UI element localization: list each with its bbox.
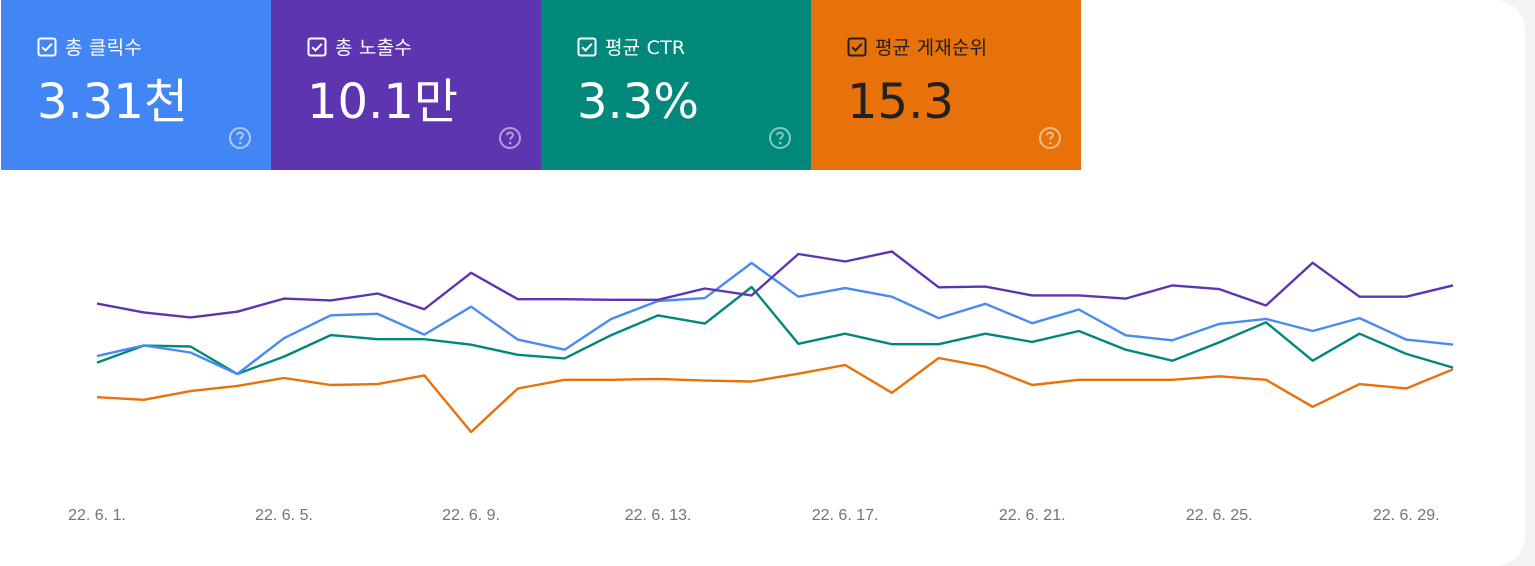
x-axis-tick-label: 22. 6. 29.: [1372, 507, 1440, 524]
x-axis-tick-label: 22. 6. 1.: [68, 507, 126, 524]
checkbox-checked-icon[interactable]: [307, 37, 327, 57]
metric-value: 15.3: [847, 74, 954, 130]
x-axis-tick-label: 22. 6. 17.: [811, 507, 879, 524]
metric-label: 총 클릭수: [65, 37, 142, 59]
metric-value: 10.1만: [307, 74, 459, 130]
metric-tiles: 총 클릭수 3.31천 총 노출수 10.1만 평균 CTR 3.3% 평균: [1, 0, 1081, 170]
series-line: [96, 285, 1454, 376]
metric-header: 평균 CTR: [577, 33, 685, 60]
metric-header: 평균 게재순위: [847, 33, 987, 60]
help-circle-icon[interactable]: [1038, 126, 1062, 150]
metric-header: 총 클릭수: [37, 33, 142, 60]
metric-tile-ctr[interactable]: 평균 CTR 3.3%: [541, 0, 811, 170]
checkbox-checked-icon[interactable]: [577, 37, 597, 57]
series-line: [96, 356, 1454, 434]
x-axis-tick-label: 22. 6. 25.: [1185, 507, 1253, 524]
metric-label: 평균 게재순위: [875, 37, 988, 59]
series-line: [96, 261, 1454, 376]
series-line: [96, 250, 1454, 319]
checkbox-checked-icon[interactable]: [37, 37, 57, 57]
metric-value: 3.31천: [37, 74, 189, 130]
x-axis-tick-label: 22. 6. 9.: [442, 507, 501, 524]
metric-tile-position[interactable]: 평균 게재순위 15.3: [811, 0, 1081, 170]
metric-label: 평균 CTR: [605, 37, 686, 59]
help-circle-icon[interactable]: [228, 126, 252, 150]
metric-tile-clicks[interactable]: 총 클릭수 3.31천: [1, 0, 271, 170]
help-circle-icon[interactable]: [498, 126, 522, 150]
checkbox-checked-icon[interactable]: [847, 37, 867, 57]
metric-header: 총 노출수: [307, 33, 412, 60]
metric-label: 총 노출수: [335, 37, 412, 59]
metric-value: 3.3%: [577, 74, 699, 130]
x-axis-tick-label: 22. 6. 13.: [624, 507, 692, 524]
x-axis-tick-label: 22. 6. 21.: [998, 507, 1066, 524]
help-circle-icon[interactable]: [768, 126, 792, 150]
metric-tile-impressions[interactable]: 총 노출수 10.1만: [271, 0, 541, 170]
x-axis-tick-label: 22. 6. 5.: [255, 507, 313, 524]
